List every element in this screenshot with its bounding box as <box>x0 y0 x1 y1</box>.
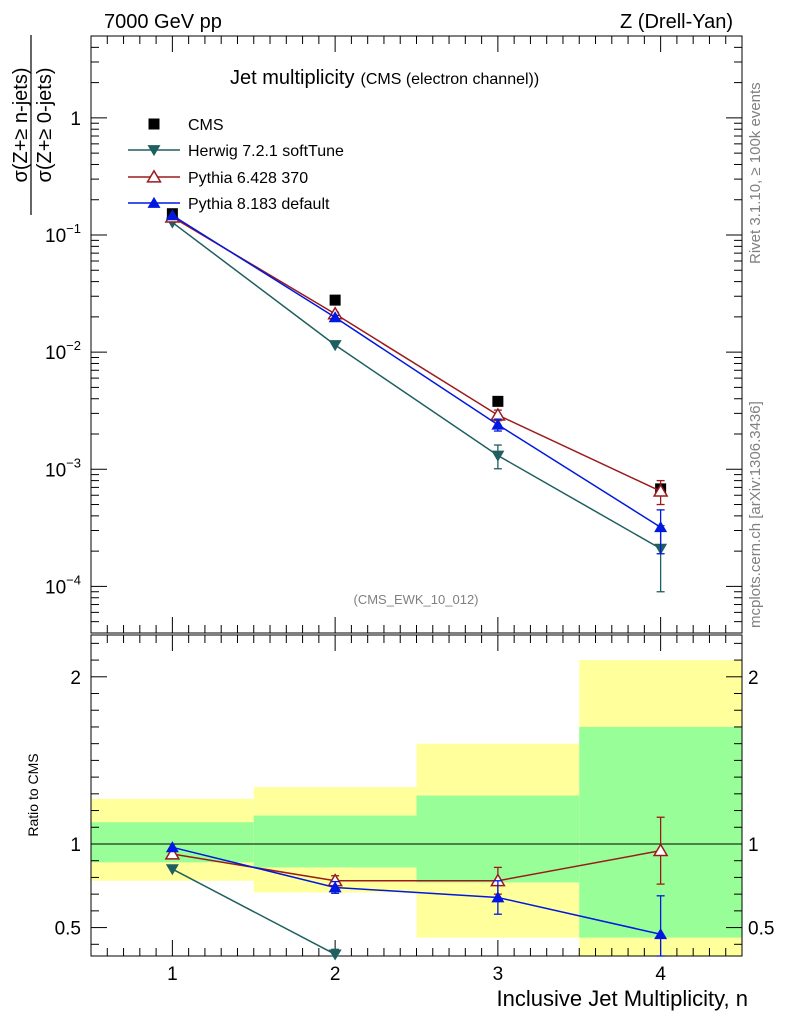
legend-entry: Pythia 6.428 370 <box>128 169 308 187</box>
legend-entry: Pythia 8.183 default <box>128 196 330 213</box>
chart-title: Jet multiplicity (CMS (electron channel)) <box>230 67 539 89</box>
data-point <box>328 340 342 352</box>
data-point <box>329 294 341 306</box>
ylabel-numerator: σ(Z+≥ n-jets) <box>10 68 32 183</box>
header-beam-energy: 7000 GeV pp <box>104 11 222 33</box>
data-point <box>165 209 179 221</box>
series-pythia-8-183-default <box>165 209 668 555</box>
series-line <box>171 214 662 528</box>
ylabel-denominator: σ(Z+≥ 0-jets) <box>34 68 56 183</box>
y-tick-label: 10−2 <box>45 338 81 364</box>
legend-marker <box>147 196 161 208</box>
ratio-bands <box>91 660 742 956</box>
x-tick-label: 4 <box>655 964 666 985</box>
legend-marker <box>146 169 162 183</box>
inner-uncertainty-band <box>253 815 417 868</box>
series-line <box>171 221 661 550</box>
analysis-watermark: (CMS_EWK_10_012) <box>354 592 479 607</box>
main-ylabel: σ(Z+≥ n-jets) σ(Z+≥ 0-jets) <box>10 35 56 215</box>
series-cms <box>166 208 667 495</box>
legend: CMS Herwig 7.2.1 softTune Pythia 6.428 370… <box>128 117 344 213</box>
source-label: mcplots.cern.ch [arXiv:1306.3436] <box>747 401 764 628</box>
x-tick-label: 3 <box>493 964 504 985</box>
data-point <box>491 450 505 462</box>
ratio-point <box>654 928 668 940</box>
legend-marker <box>147 145 161 157</box>
y-tick-label: 1 <box>70 109 81 130</box>
ratio-point <box>165 864 179 876</box>
series-herwig-7-2-1-softtune <box>165 217 668 593</box>
ratio-series-herwig-7-2-1-softtune <box>165 864 342 961</box>
y-tick-label: 10−1 <box>45 221 81 247</box>
rivet-version-label: Rivet 3.1.10, ≥ 100k events <box>747 82 764 264</box>
data-point <box>328 311 342 323</box>
legend-entry: CMS <box>148 117 224 134</box>
y-tick-label: 10−4 <box>45 572 81 598</box>
main-series <box>164 208 669 593</box>
y-tick-label-right: 2 <box>748 668 759 689</box>
y-tick-label: 10−3 <box>45 455 81 481</box>
data-point <box>491 418 505 430</box>
header-process: Z (Drell-Yan) <box>620 11 733 33</box>
y-tick-label-right: 1 <box>748 835 759 856</box>
ratio-ylabel: Ratio to CMS <box>25 753 41 836</box>
data-point <box>654 521 668 533</box>
data-point <box>652 483 669 497</box>
ratio-line <box>172 868 336 955</box>
ratio-series <box>164 816 669 961</box>
x-tick-label: 2 <box>330 964 341 985</box>
ratio-point <box>652 843 669 857</box>
main-axes: 10−4 10−3 10−2 10−1 1 <box>45 35 743 634</box>
legend-entry: Herwig 7.2.1 softTune <box>128 143 344 160</box>
legend-label: Herwig 7.2.1 softTune <box>188 143 344 160</box>
data-point <box>492 395 504 407</box>
x-tick-label: 1 <box>167 964 178 985</box>
ratio-axes: 1 2 3 4 0.5 0.5 1 1 2 2 <box>55 634 774 985</box>
legend-marker <box>148 118 160 130</box>
legend-label: CMS <box>188 117 224 134</box>
y-tick-label: 0.5 <box>55 919 81 940</box>
ratio-point <box>328 881 342 893</box>
ratio-point <box>164 846 181 860</box>
series-line <box>171 216 661 492</box>
ratio-point <box>328 949 342 961</box>
ratio-line <box>172 846 661 935</box>
series-pythia-6-428-370 <box>164 209 669 506</box>
ratio-series-pythia-8-183-default <box>165 841 668 957</box>
y-tick-label: 1 <box>70 835 81 856</box>
legend-label: Pythia 6.428 370 <box>188 170 308 187</box>
y-tick-label-right: 0.5 <box>748 919 774 940</box>
y-tick-label: 2 <box>70 668 81 689</box>
legend-label: Pythia 8.183 default <box>188 196 330 213</box>
ratio-point <box>165 841 179 853</box>
x-axis-label: Inclusive Jet Multiplicity, n <box>497 986 748 1011</box>
ratio-point <box>491 891 505 903</box>
data-point <box>490 407 506 421</box>
